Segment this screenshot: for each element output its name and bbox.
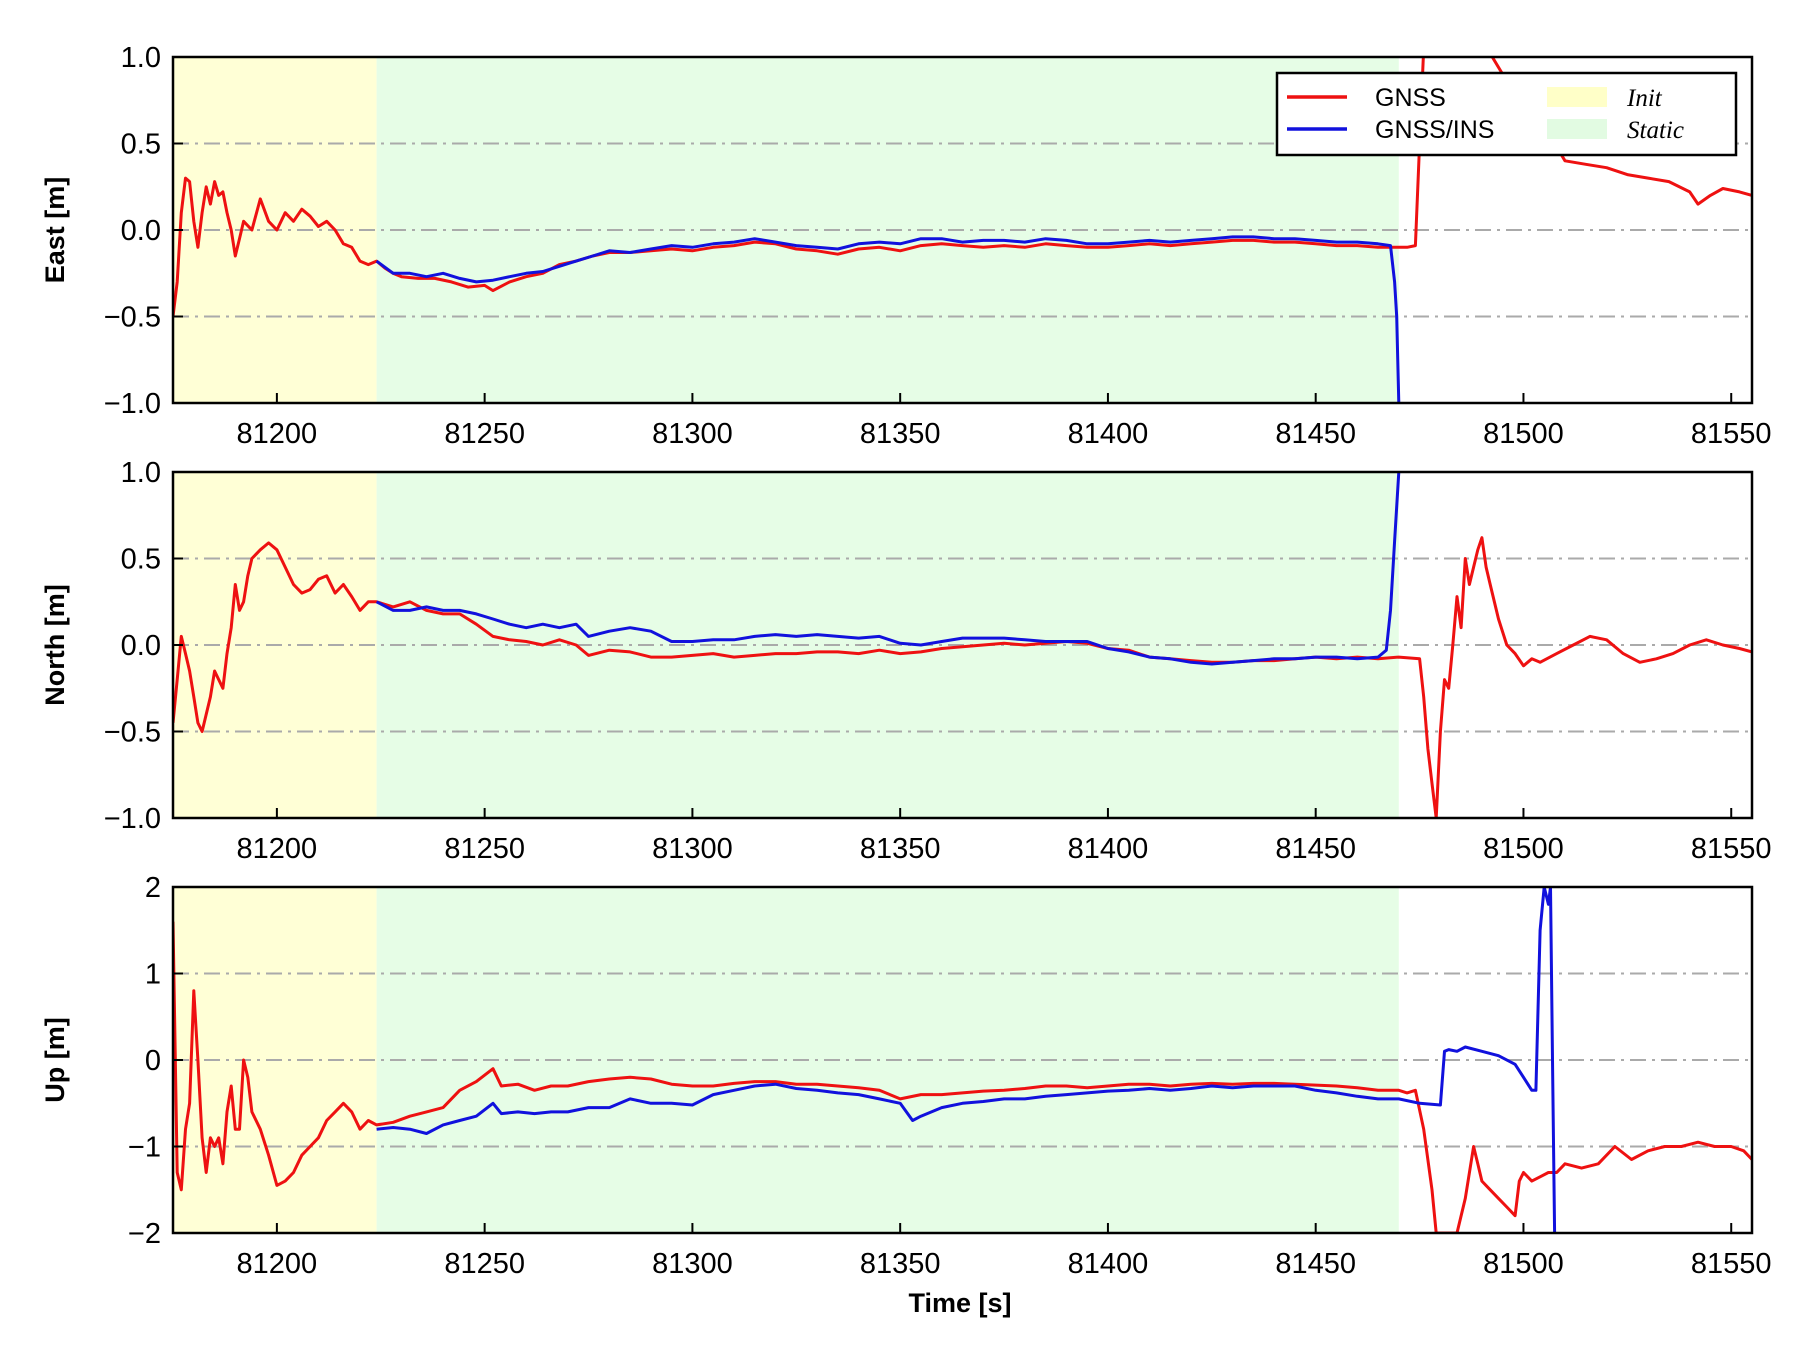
x-tick-label: 81200 — [237, 833, 318, 865]
x-tick-label: 81500 — [1483, 833, 1564, 865]
y-tick-label: 0.0 — [121, 215, 161, 247]
panel-1: −1.0 −0.5 0.0 0.5 1.0 81200 81250 81300 81350 814… — [40, 42, 1772, 450]
panels-group: −1.0 −0.5 0.0 0.5 1.0 81200 81250 81300 81350 814… — [40, 42, 1772, 1280]
y-tick-label: −0.5 — [104, 717, 161, 749]
y-tick-label: 1 — [145, 959, 161, 991]
x-tick-label: 81350 — [860, 418, 941, 450]
series-line-gnss-ins — [375, 235, 1401, 403]
legend-swatch-static — [1547, 119, 1607, 139]
y-axis-label: East [m] — [40, 177, 70, 284]
panel-3: −2 −1 0 1 2 81200 81250 81300 81350 81400 81450 815… — [40, 872, 1772, 1280]
x-tick-label: 81450 — [1275, 1248, 1356, 1280]
y-axis-label: North [m] — [40, 584, 70, 705]
series-line-gnss — [173, 921, 1752, 1233]
legend-label-init: Init — [1626, 85, 1663, 112]
y-tick-label: −1.0 — [104, 803, 161, 835]
legend-box — [1275, 71, 1738, 157]
x-tick-label: 81200 — [237, 418, 318, 450]
y-tick-label: 1.0 — [121, 42, 161, 74]
series-line-gnss — [173, 536, 1752, 818]
x-tick-label: 81500 — [1483, 1248, 1564, 1280]
series-line-gnss — [173, 57, 1752, 317]
y-tick-label: −1.0 — [104, 388, 161, 420]
y-axis-label: Up [m] — [40, 1017, 70, 1102]
legend: GNSS GNSS/INS Init Static — [1275, 71, 1738, 157]
series-line-gnss-ins — [376, 887, 1557, 1233]
legend-label-gnss: GNSS — [1375, 84, 1446, 112]
series-line-gnss-ins — [375, 472, 1401, 666]
legend-swatch-init — [1547, 87, 1607, 107]
x-tick-label: 81300 — [652, 1248, 733, 1280]
x-tick-label: 81250 — [444, 418, 525, 450]
x-tick-label: 81250 — [444, 1248, 525, 1280]
x-tick-label: 81400 — [1068, 418, 1149, 450]
y-tick-label: 0.0 — [121, 630, 161, 662]
x-tick-label: 81400 — [1068, 1248, 1149, 1280]
x-tick-label: 81200 — [237, 1248, 318, 1280]
x-tick-label: 81550 — [1691, 833, 1772, 865]
legend-label-static: Static — [1627, 117, 1684, 144]
x-tick-label: 81300 — [652, 418, 733, 450]
y-tick-label: 2 — [145, 872, 161, 904]
x-tick-label: 81550 — [1691, 418, 1772, 450]
y-tick-label: −0.5 — [104, 302, 161, 334]
x-tick-label: 81250 — [444, 833, 525, 865]
legend-label-gnss-ins: GNSS/INS — [1375, 116, 1494, 144]
x-tick-label: 81400 — [1068, 833, 1149, 865]
y-tick-label: 0 — [145, 1045, 161, 1077]
x-axis-label: Time [s] — [908, 1288, 1011, 1318]
y-tick-label: 1.0 — [121, 457, 161, 489]
x-tick-label: 81300 — [652, 833, 733, 865]
x-tick-label: 81450 — [1275, 833, 1356, 865]
x-tick-label: 81500 — [1483, 418, 1564, 450]
panel-2: −1.0 −0.5 0.0 0.5 1.0 81200 81250 81300 81350 814… — [40, 457, 1772, 865]
x-tick-label: 81550 — [1691, 1248, 1772, 1280]
x-tick-label: 81350 — [860, 1248, 941, 1280]
x-tick-label: 81350 — [860, 833, 941, 865]
y-tick-label: −2 — [128, 1218, 161, 1250]
y-tick-label: −1 — [128, 1132, 161, 1164]
x-tick-label: 81450 — [1275, 418, 1356, 450]
y-tick-label: 0.5 — [121, 544, 161, 576]
y-tick-label: 0.5 — [121, 129, 161, 161]
